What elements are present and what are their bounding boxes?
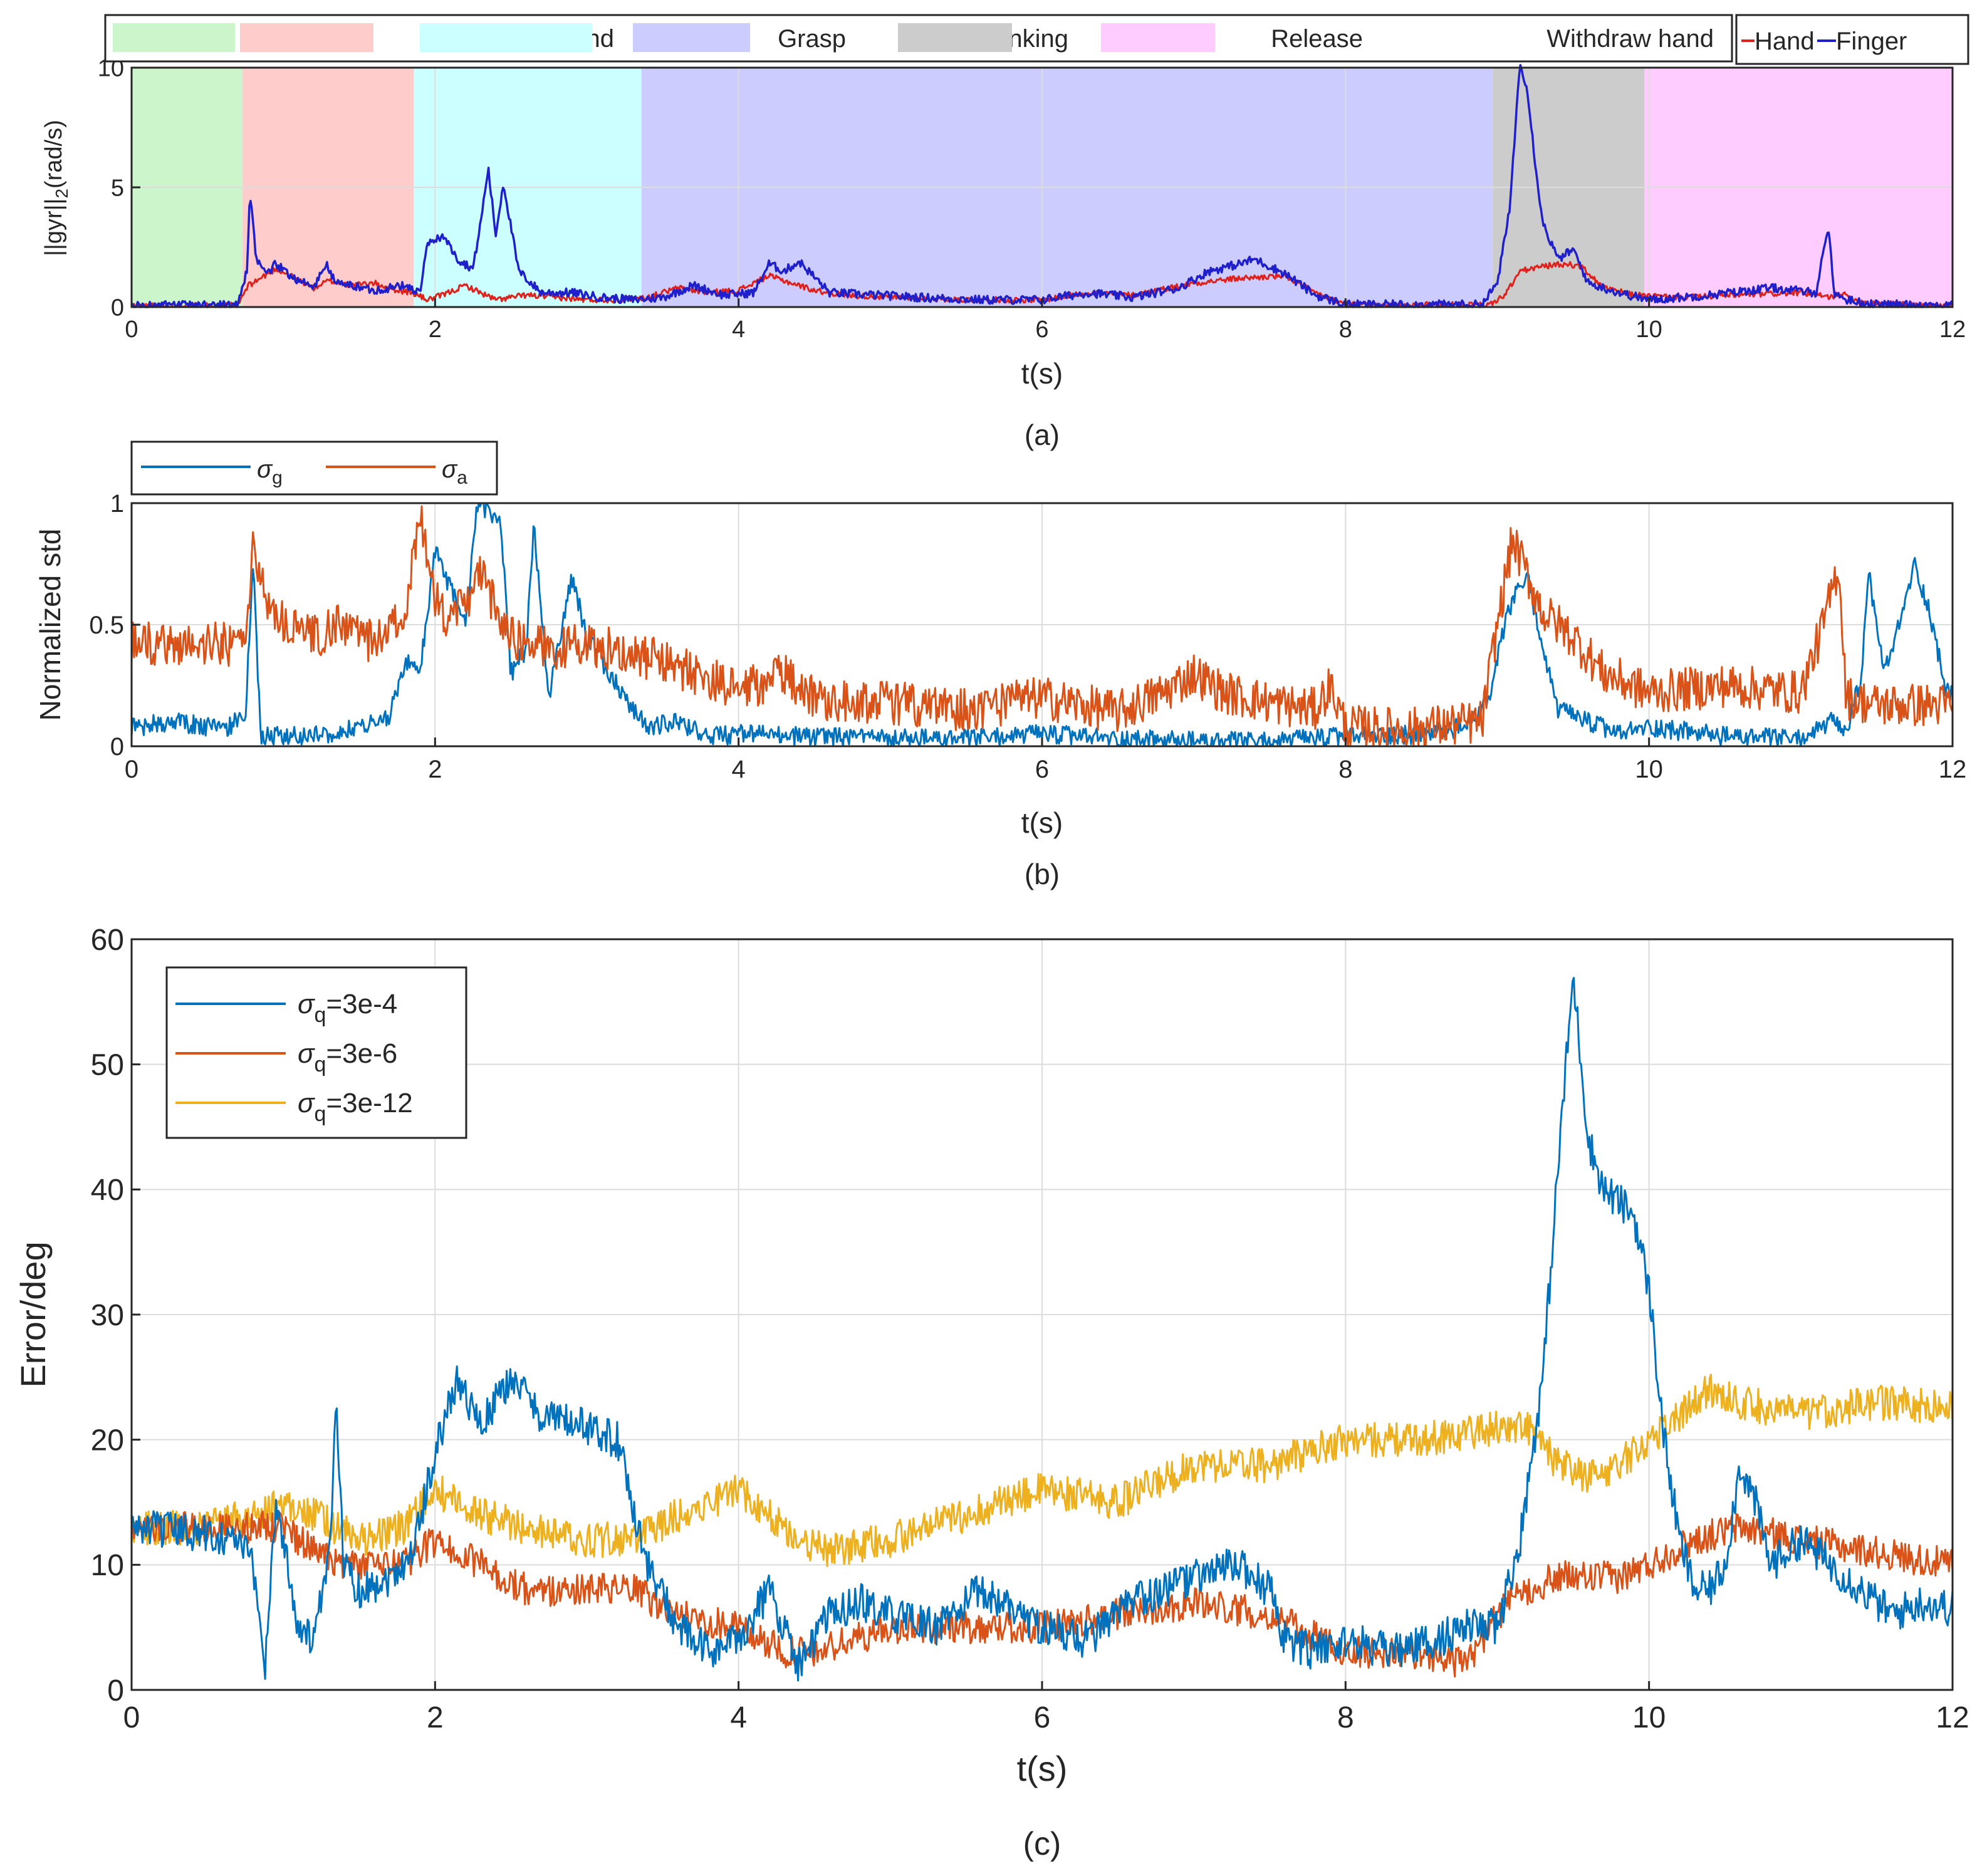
y-label-sub: 2 <box>52 189 71 199</box>
legend-swatch-release <box>898 23 1012 52</box>
x-tick-label: 12 <box>1939 756 1967 783</box>
y-axis-label: Error/deg <box>13 1241 53 1387</box>
legend-label-grasp: Grasp <box>778 25 846 53</box>
series-line-3e-6 <box>130 1510 1954 1678</box>
x-tick-label: 0 <box>125 756 138 783</box>
x-tick-label: 6 <box>1035 756 1049 783</box>
series-lines <box>130 977 1954 1682</box>
x-tick-label: 0 <box>123 1701 140 1734</box>
legend-label-hand: Hand <box>1755 28 1815 55</box>
y-label-main: ||gyr|| <box>41 199 67 256</box>
x-tick-label: 6 <box>1034 1701 1051 1734</box>
y-tick-label: 0 <box>111 294 124 321</box>
x-tick-label: 2 <box>428 756 442 783</box>
legend-label-sigma-a: σa <box>442 456 467 488</box>
series-line-sigma-a <box>130 505 1954 748</box>
x-tick-label: 2 <box>429 316 442 343</box>
panel-caption: (b) <box>1025 858 1060 890</box>
x-tick-label: 4 <box>732 756 746 783</box>
legend-label-3e-12: σq=3e-12 <box>298 1088 413 1126</box>
y-tick-label: 60 <box>91 924 124 957</box>
y-axis-label: Normalized std <box>34 529 66 721</box>
y-label-unit: (rad/s) <box>41 120 67 189</box>
phase-legend[interactable]: StaticRaise handGraspDrinkingReleaseWith… <box>104 14 1733 63</box>
y-tick-label: 0 <box>107 1674 124 1707</box>
y-tick-label: 1 <box>110 490 124 518</box>
x-axis-label: t(s) <box>1017 1749 1068 1788</box>
series-legend[interactable]: Hand Finger <box>1735 14 1969 65</box>
x-tick-label: 10 <box>1636 316 1662 343</box>
legend-label-release: Release <box>1271 25 1363 53</box>
axis-ticks: 0 2 4 6 8 10 12 0 10 20 30 40 50 60 <box>91 924 1969 1734</box>
x-axis-label: t(s) <box>1021 806 1063 839</box>
x-tick-label: 0 <box>125 316 138 343</box>
x-axis-label: t(s) <box>1021 357 1063 390</box>
series-line-3e-4 <box>130 977 1954 1682</box>
x-tick-label: 10 <box>1635 756 1663 783</box>
panel-caption: (a) <box>1025 419 1060 451</box>
panel-c: 0 2 4 6 8 10 12 0 10 20 30 40 50 60 Error/deg t(s) (c… <box>13 924 1969 1862</box>
x-tick-label: 12 <box>1936 1701 1969 1734</box>
legend-swatch-drinking <box>633 23 750 52</box>
x-tick-label: 8 <box>1339 316 1352 343</box>
x-tick-label: 4 <box>730 1701 747 1734</box>
y-tick-label: 5 <box>111 175 124 201</box>
y-tick-label: 0 <box>110 733 124 761</box>
legend-label-withdraw-hand: Withdraw hand <box>1546 25 1714 53</box>
y-axis-label: ||gyr||2(rad/s) <box>41 120 71 256</box>
grid <box>132 68 1953 307</box>
x-tick-label: 8 <box>1337 1701 1354 1734</box>
legend-label-3e-4: σq=3e-4 <box>298 989 397 1027</box>
legend[interactable]: σq=3e-4 σq=3e-6 σq=3e-12 <box>165 966 467 1139</box>
y-tick-label: 0.5 <box>89 612 124 639</box>
y-tick-label: 40 <box>91 1174 124 1207</box>
x-tick-label: 12 <box>1939 316 1966 343</box>
y-tick-label: 10 <box>91 1549 124 1582</box>
legend-label-sigma-g: σg <box>257 456 283 488</box>
panel-caption: (c) <box>1023 1826 1061 1862</box>
x-tick-label: 8 <box>1338 756 1352 783</box>
legend-swatch-withdraw-hand <box>1101 23 1215 52</box>
axis-ticks: 0 2 4 6 8 10 12 0 0.5 1 <box>89 490 1966 783</box>
grid <box>132 503 1953 746</box>
x-tick-label: 6 <box>1035 316 1048 343</box>
x-tick-label: 10 <box>1632 1701 1666 1734</box>
panel-b: 0 2 4 6 8 10 12 0 0.5 1 Normalized std t(s) (b) σ… <box>34 440 1966 890</box>
legend-label-finger: Finger <box>1836 28 1907 55</box>
legend-label-3e-6: σq=3e-6 <box>298 1038 397 1076</box>
y-tick-label: 50 <box>91 1048 124 1081</box>
y-tick-label: 30 <box>91 1299 124 1332</box>
legend-swatch-static <box>113 23 235 52</box>
x-tick-label: 4 <box>732 316 745 343</box>
svg-text:||gyr||2(rad/s): ||gyr||2(rad/s) <box>41 120 71 256</box>
legend-swatch-raise-hand <box>240 23 373 52</box>
series-line-3e-12 <box>131 1373 1954 1567</box>
y-tick-label: 20 <box>91 1424 124 1457</box>
legend-swatch-grasp <box>420 23 592 52</box>
legend[interactable]: σg σa <box>130 440 498 496</box>
x-tick-label: 2 <box>427 1701 444 1734</box>
